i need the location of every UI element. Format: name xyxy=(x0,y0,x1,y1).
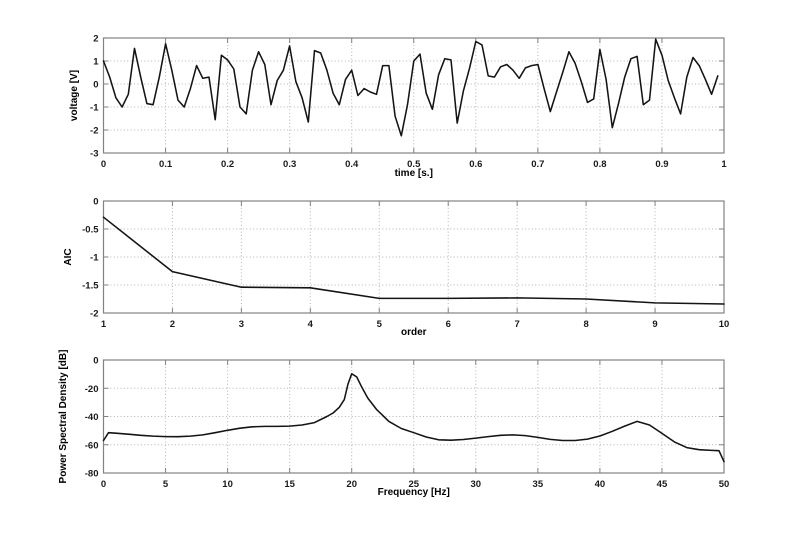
x-tick-label: 0.3 xyxy=(283,159,296,170)
data-curve xyxy=(102,216,725,305)
x-tick-label: 10 xyxy=(222,479,233,490)
data-curve xyxy=(102,373,725,463)
x-tick-label: 30 xyxy=(471,479,482,490)
x-tick-label: 1 xyxy=(101,319,107,330)
x-tick-label: 5 xyxy=(377,319,383,330)
x-tick-label: 7 xyxy=(515,319,520,330)
y-tick-label: -80 xyxy=(85,469,99,480)
y-tick-label: -1.5 xyxy=(82,281,99,292)
y-tick-label: -2 xyxy=(90,126,98,137)
x-tick-label: 0.6 xyxy=(469,159,482,170)
axes-box xyxy=(102,359,725,474)
y-tick-label: 0 xyxy=(93,197,98,208)
y-tick-label: -2 xyxy=(90,309,98,320)
x-tick-label: 50 xyxy=(719,479,730,490)
gridlines xyxy=(103,38,724,153)
data-curve xyxy=(102,38,719,137)
y-tick-label: -0.5 xyxy=(82,225,99,236)
y-tick-label: 0 xyxy=(93,80,98,91)
y-tick-label: -3 xyxy=(90,149,98,160)
subplot-aic-order: 1 2 3 4 5 6 7 8 9 10 0 -0.5 -1 -1.5 -2 AIC order xyxy=(63,197,729,339)
y-tick-label: -1 xyxy=(90,103,99,114)
xlabel-frequency: Frequency [Hz] xyxy=(378,487,450,498)
x-tick-label: 10 xyxy=(719,319,730,330)
y-tick-label: -60 xyxy=(85,440,99,451)
x-tick-label: 0.9 xyxy=(655,159,668,170)
x-tick-label: 0 xyxy=(101,479,106,490)
y-tick-label: -1 xyxy=(90,253,99,264)
subplot-voltage-time: 0 0.1 0.2 0.3 0.4 0.5 0.6 0.7 0.8 0.9 1 2 1 0 -1 -2 -3 vo… xyxy=(69,34,727,180)
ylabel-aic: AIC xyxy=(63,248,74,265)
gridlines xyxy=(103,360,724,473)
y-tick-label: 1 xyxy=(93,57,99,68)
x-tick-label: 40 xyxy=(595,479,606,490)
x-tick-label: 35 xyxy=(533,479,544,490)
y-tick-label: 2 xyxy=(93,34,98,45)
y-tick-label: -20 xyxy=(85,384,99,395)
x-tick-label: 3 xyxy=(239,319,244,330)
gridlines xyxy=(103,201,724,313)
tick-labels: 0 0.1 0.2 0.3 0.4 0.5 0.6 0.7 0.8 0.9 1 2 1 0 -1 -2 -3 xyxy=(90,34,727,171)
ylabel-voltage: voltage [V] xyxy=(69,70,80,121)
x-tick-label: 20 xyxy=(346,479,357,490)
ylabel-psd: Power Spectral Density [dB] xyxy=(58,350,69,484)
x-tick-label: 0.1 xyxy=(159,159,173,170)
x-tick-label: 0.7 xyxy=(531,159,544,170)
x-tick-label: 0.4 xyxy=(345,159,359,170)
axes-box xyxy=(102,37,725,154)
x-tick-label: 0.8 xyxy=(593,159,606,170)
y-tick-label: -40 xyxy=(85,412,99,423)
x-tick-label: 0.2 xyxy=(221,159,234,170)
tick-labels: 1 2 3 4 5 6 7 8 9 10 0 -0.5 -1 -1.5 -2 xyxy=(82,197,729,331)
x-tick-label: 2 xyxy=(170,319,175,330)
x-tick-label: 25 xyxy=(408,479,419,490)
xlabel-time: time [s.] xyxy=(395,168,433,179)
xlabel-order: order xyxy=(401,327,427,338)
x-tick-label: 1 xyxy=(721,159,727,170)
x-tick-label: 0 xyxy=(101,159,106,170)
x-tick-label: 15 xyxy=(284,479,295,490)
axes-box xyxy=(102,200,725,314)
subplot-psd-frequency: 0 5 10 15 20 25 30 35 40 45 50 0 -20 -40 -60 -80 Power S… xyxy=(58,350,729,498)
tick-labels: 0 5 10 15 20 25 30 35 40 45 50 0 -20 -40 -60 -80 xyxy=(85,356,730,491)
x-tick-label: 0.5 xyxy=(407,159,421,170)
x-tick-label: 6 xyxy=(446,319,451,330)
x-tick-label: 5 xyxy=(163,479,169,490)
y-tick-label: 0 xyxy=(93,356,98,367)
x-tick-label: 9 xyxy=(652,319,657,330)
x-tick-label: 4 xyxy=(308,319,314,330)
x-tick-label: 8 xyxy=(583,319,588,330)
x-tick-label: 45 xyxy=(657,479,668,490)
